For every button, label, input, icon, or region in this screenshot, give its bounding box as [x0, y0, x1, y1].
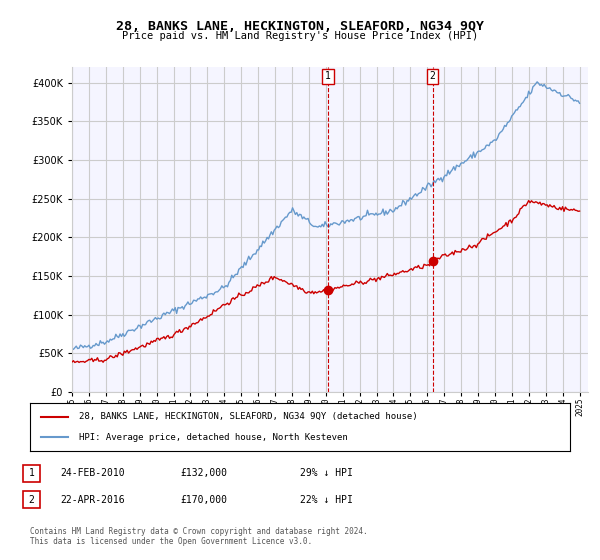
Text: 22-APR-2016: 22-APR-2016: [60, 494, 125, 505]
Text: Price paid vs. HM Land Registry's House Price Index (HPI): Price paid vs. HM Land Registry's House …: [122, 31, 478, 41]
Text: 28, BANKS LANE, HECKINGTON, SLEAFORD, NG34 9QY: 28, BANKS LANE, HECKINGTON, SLEAFORD, NG…: [116, 20, 484, 32]
Text: 1: 1: [325, 72, 331, 82]
Text: 2: 2: [29, 494, 34, 505]
Text: £170,000: £170,000: [180, 494, 227, 505]
Text: Contains HM Land Registry data © Crown copyright and database right 2024.
This d: Contains HM Land Registry data © Crown c…: [30, 526, 368, 546]
Text: 2: 2: [430, 72, 436, 82]
Text: 29% ↓ HPI: 29% ↓ HPI: [300, 468, 353, 478]
Text: 22% ↓ HPI: 22% ↓ HPI: [300, 494, 353, 505]
Text: £132,000: £132,000: [180, 468, 227, 478]
Text: 24-FEB-2010: 24-FEB-2010: [60, 468, 125, 478]
Text: HPI: Average price, detached house, North Kesteven: HPI: Average price, detached house, Nort…: [79, 433, 347, 442]
Text: 1: 1: [29, 468, 34, 478]
Text: 28, BANKS LANE, HECKINGTON, SLEAFORD, NG34 9QY (detached house): 28, BANKS LANE, HECKINGTON, SLEAFORD, NG…: [79, 412, 417, 421]
